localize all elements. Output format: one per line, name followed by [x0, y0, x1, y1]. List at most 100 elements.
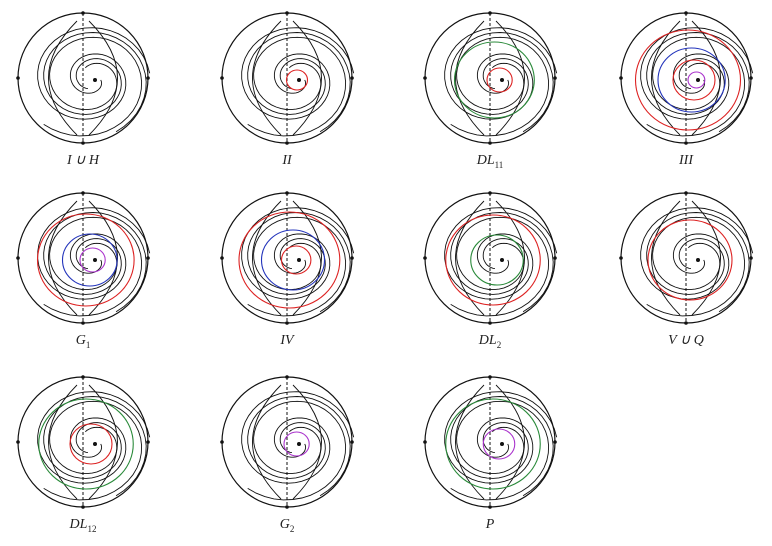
panel-label: G1 — [76, 333, 91, 350]
orbit — [43, 32, 147, 133]
label-main: I ∪ H — [66, 153, 100, 168]
limit-cycle — [657, 47, 726, 113]
orbit — [450, 36, 550, 137]
limit-cycle — [470, 234, 524, 286]
orbit — [241, 27, 355, 120]
boundary-flow — [455, 20, 485, 136]
label-sub: 11 — [495, 160, 504, 170]
equilibrium — [684, 141, 688, 145]
boundary-flow — [252, 200, 282, 316]
boundary-flow — [88, 384, 118, 500]
orbit — [37, 27, 151, 120]
equilibrium — [553, 76, 557, 80]
boundary-flow — [88, 20, 118, 136]
orbit — [450, 396, 554, 497]
orbit — [450, 32, 554, 133]
phase-portrait: DL11 — [423, 11, 558, 170]
equilibrium — [81, 11, 85, 15]
orbit — [43, 216, 143, 317]
orbit — [646, 212, 750, 313]
orbit — [43, 396, 147, 497]
equilibrium — [684, 11, 688, 15]
orbit — [640, 207, 754, 300]
panel-label: DL11 — [476, 153, 504, 170]
boundary-flow — [455, 200, 485, 316]
equilibrium — [488, 375, 492, 379]
orbit — [450, 400, 550, 501]
orbit — [247, 396, 351, 497]
limit-cycle — [486, 67, 513, 93]
focus — [297, 258, 301, 262]
equilibrium — [488, 141, 492, 145]
boundary-flow — [292, 20, 322, 136]
focus — [500, 258, 504, 262]
limit-cycle — [687, 71, 706, 89]
label-main: II — [281, 153, 293, 168]
equilibrium — [146, 256, 150, 260]
equilibrium — [285, 505, 289, 509]
boundary-flow — [48, 20, 78, 136]
phase-portrait: DL2 — [423, 191, 558, 350]
equilibrium — [81, 321, 85, 325]
phase-portrait: DL12 — [16, 375, 151, 534]
equilibrium — [16, 256, 20, 260]
equilibrium — [146, 440, 150, 444]
equilibrium — [488, 191, 492, 195]
limit-cycle — [38, 398, 134, 490]
label-main: V ∪ Q — [668, 333, 704, 348]
orbit — [247, 36, 347, 137]
boundary-flow — [252, 20, 282, 136]
limit-cycle — [482, 428, 516, 460]
label-main: III — [678, 153, 694, 168]
equilibrium — [423, 76, 427, 80]
boundary-flow — [691, 200, 721, 316]
limit-cycle — [69, 423, 113, 465]
equilibrium — [619, 256, 623, 260]
limit-cycle — [672, 59, 716, 101]
limit-cycle — [79, 247, 106, 273]
orbit — [37, 391, 151, 484]
equilibrium — [553, 256, 557, 260]
boundary-flow — [651, 200, 681, 316]
equilibrium — [749, 76, 753, 80]
limit-cycle — [453, 41, 535, 119]
phase-portrait: II — [220, 11, 355, 168]
orbit — [640, 27, 754, 120]
boundary-flow — [292, 384, 322, 500]
focus — [696, 78, 700, 82]
label-main: IV — [279, 333, 295, 348]
boundary-flow — [48, 384, 78, 500]
limit-cycle — [238, 211, 341, 309]
orbit — [450, 212, 554, 313]
limit-cycle — [61, 233, 118, 287]
limit-cycle — [283, 431, 310, 457]
orbit — [247, 216, 347, 317]
orbit — [241, 391, 355, 484]
equilibrium — [285, 321, 289, 325]
equilibrium — [619, 76, 623, 80]
boundary-flow — [495, 20, 525, 136]
limit-cycle — [260, 229, 326, 291]
focus — [500, 442, 504, 446]
orbit — [444, 207, 558, 300]
panel-label: P — [485, 517, 495, 532]
focus — [93, 78, 97, 82]
boundary-flow — [252, 384, 282, 500]
equilibrium — [81, 505, 85, 509]
equilibrium — [488, 505, 492, 509]
equilibrium — [423, 256, 427, 260]
equilibrium — [81, 141, 85, 145]
equilibrium — [16, 76, 20, 80]
equilibrium — [81, 375, 85, 379]
label-sub: 1 — [86, 340, 91, 350]
phase-portrait: I ∪ H — [16, 11, 151, 168]
orbit — [450, 216, 550, 317]
equilibrium — [285, 191, 289, 195]
equilibrium — [350, 256, 354, 260]
equilibrium — [220, 256, 224, 260]
panel-label: III — [678, 153, 694, 168]
focus — [93, 258, 97, 262]
boundary-flow — [691, 20, 721, 136]
orbit — [241, 207, 355, 300]
phase-portrait: P — [423, 375, 558, 532]
